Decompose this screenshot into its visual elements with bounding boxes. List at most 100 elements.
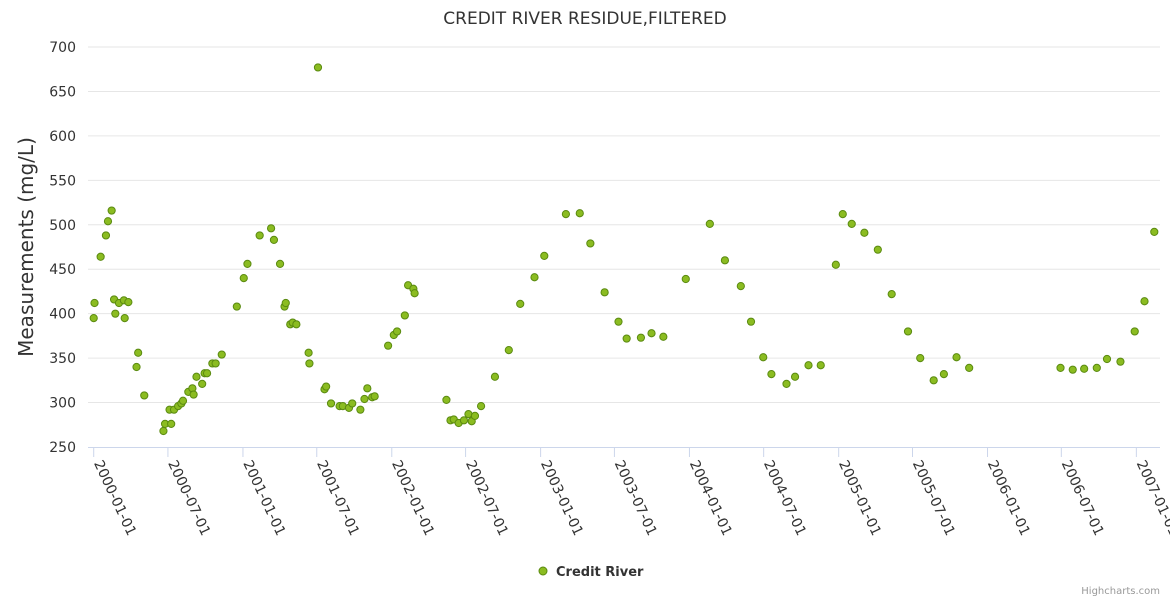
x-tick-label: 2004-07-01 bbox=[760, 458, 809, 539]
data-point[interactable] bbox=[540, 251, 549, 260]
data-point[interactable] bbox=[622, 334, 631, 343]
data-point[interactable] bbox=[178, 396, 188, 405]
data-point[interactable] bbox=[860, 228, 869, 237]
data-point[interactable] bbox=[767, 370, 776, 379]
data-point[interactable] bbox=[1092, 363, 1101, 372]
legend[interactable]: Credit River bbox=[538, 565, 644, 580]
data-point[interactable] bbox=[232, 302, 241, 311]
data-point[interactable] bbox=[217, 350, 226, 359]
data-point[interactable] bbox=[255, 231, 264, 240]
data-point[interactable] bbox=[530, 273, 539, 282]
data-point[interactable] bbox=[103, 217, 113, 226]
data-point[interactable] bbox=[400, 311, 409, 320]
data-point[interactable] bbox=[305, 359, 314, 368]
data-point[interactable] bbox=[134, 348, 143, 357]
legend-item-credit-river[interactable]: Credit River bbox=[556, 565, 644, 580]
data-point[interactable] bbox=[124, 298, 133, 307]
data-point[interactable] bbox=[1102, 354, 1112, 364]
data-point[interactable] bbox=[442, 395, 451, 404]
data-point[interactable] bbox=[1116, 357, 1125, 366]
data-point[interactable] bbox=[736, 282, 745, 291]
credits-link[interactable]: Highcharts.com bbox=[1081, 586, 1160, 597]
data-point[interactable] bbox=[1056, 363, 1065, 372]
data-point[interactable] bbox=[965, 363, 974, 372]
data-point[interactable] bbox=[903, 327, 913, 336]
data-point[interactable] bbox=[490, 372, 500, 381]
data-point[interactable] bbox=[790, 372, 800, 381]
data-point[interactable] bbox=[1080, 364, 1089, 373]
data-point[interactable] bbox=[831, 260, 840, 269]
data-point[interactable] bbox=[782, 379, 791, 388]
data-point[interactable] bbox=[504, 346, 513, 355]
data-point[interactable] bbox=[304, 348, 313, 357]
data-point[interactable] bbox=[107, 206, 116, 215]
data-point[interactable] bbox=[887, 290, 896, 299]
data-point[interactable] bbox=[132, 362, 141, 372]
data-point[interactable] bbox=[96, 252, 105, 261]
data-point[interactable] bbox=[720, 256, 730, 265]
data-point[interactable] bbox=[838, 210, 847, 219]
data-point[interactable] bbox=[614, 317, 623, 326]
data-point[interactable] bbox=[746, 317, 756, 326]
data-point[interactable] bbox=[275, 259, 285, 268]
data-point[interactable] bbox=[363, 384, 372, 393]
data-point[interactable] bbox=[356, 405, 365, 414]
data-point[interactable] bbox=[816, 361, 825, 370]
data-point[interactable] bbox=[90, 298, 99, 308]
data-point[interactable] bbox=[313, 63, 323, 72]
data-point[interactable] bbox=[120, 314, 129, 323]
data-point[interactable] bbox=[266, 224, 276, 233]
data-point[interactable] bbox=[167, 419, 176, 428]
data-point[interactable] bbox=[384, 341, 393, 350]
data-point[interactable] bbox=[847, 219, 856, 228]
data-point[interactable] bbox=[348, 399, 357, 408]
data-point[interactable] bbox=[1130, 327, 1139, 336]
data-point[interactable] bbox=[600, 288, 609, 297]
data-point[interactable] bbox=[575, 209, 584, 218]
data-point[interactable] bbox=[659, 332, 668, 341]
data-point[interactable] bbox=[952, 353, 961, 362]
data-point[interactable] bbox=[476, 402, 486, 411]
data-point[interactable] bbox=[281, 298, 290, 308]
data-point[interactable] bbox=[939, 370, 948, 379]
data-point[interactable] bbox=[269, 235, 279, 244]
data-point[interactable] bbox=[243, 259, 252, 268]
data-point[interactable] bbox=[140, 391, 149, 400]
data-point[interactable] bbox=[159, 426, 168, 436]
data-point[interactable] bbox=[111, 309, 120, 318]
data-point[interactable] bbox=[370, 392, 379, 401]
data-point[interactable] bbox=[705, 219, 714, 228]
data-point[interactable] bbox=[326, 399, 336, 408]
data-point[interactable] bbox=[929, 376, 938, 385]
data-point[interactable] bbox=[516, 299, 525, 308]
data-point[interactable] bbox=[586, 239, 595, 248]
series-credit-river[interactable] bbox=[89, 63, 1159, 436]
data-point[interactable] bbox=[1068, 365, 1077, 374]
data-point[interactable] bbox=[392, 327, 402, 336]
data-point[interactable] bbox=[561, 210, 570, 219]
data-point[interactable] bbox=[192, 372, 201, 381]
data-point[interactable] bbox=[873, 245, 882, 254]
data-point[interactable] bbox=[202, 369, 212, 378]
data-point[interactable] bbox=[101, 231, 111, 240]
data-point[interactable] bbox=[470, 411, 480, 420]
data-point[interactable] bbox=[89, 314, 98, 323]
data-point[interactable] bbox=[211, 359, 220, 368]
data-point[interactable] bbox=[681, 274, 690, 284]
x-tick-label: 2000-01-01 bbox=[90, 458, 139, 539]
data-point[interactable] bbox=[459, 416, 469, 425]
data-point[interactable] bbox=[759, 353, 768, 362]
data-point[interactable] bbox=[198, 379, 207, 388]
data-point[interactable] bbox=[636, 333, 646, 342]
data-point[interactable] bbox=[916, 354, 925, 363]
data-point[interactable] bbox=[647, 329, 656, 338]
data-point[interactable] bbox=[1150, 227, 1159, 236]
data-point[interactable] bbox=[410, 289, 419, 298]
data-point[interactable] bbox=[1140, 297, 1149, 306]
data-point[interactable] bbox=[239, 274, 248, 283]
data-point[interactable] bbox=[189, 390, 198, 399]
data-point[interactable] bbox=[804, 361, 813, 370]
data-point[interactable] bbox=[322, 382, 331, 391]
data-point[interactable] bbox=[292, 320, 301, 329]
data-point[interactable] bbox=[360, 394, 369, 404]
